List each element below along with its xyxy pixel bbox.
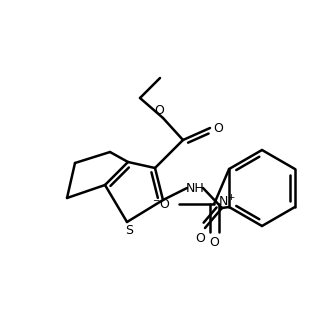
Text: O: O	[195, 232, 205, 245]
Text: O: O	[209, 236, 219, 248]
Text: NH: NH	[186, 182, 204, 195]
Text: O: O	[213, 121, 223, 135]
Text: N$^{+}$: N$^{+}$	[218, 194, 236, 210]
Text: $^{-}$O: $^{-}$O	[152, 197, 171, 211]
Text: S: S	[125, 224, 133, 237]
Text: O: O	[154, 103, 164, 116]
